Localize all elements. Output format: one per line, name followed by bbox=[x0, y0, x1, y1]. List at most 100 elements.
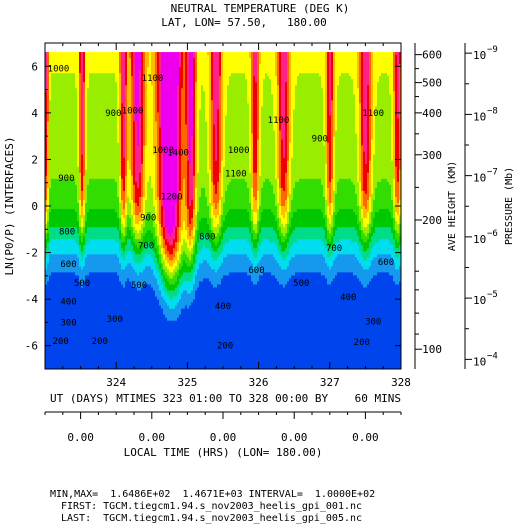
field-cell bbox=[187, 94, 190, 98]
field-cell bbox=[143, 121, 146, 126]
field-cell bbox=[195, 245, 198, 249]
field-cell bbox=[141, 79, 144, 83]
field-cell bbox=[287, 209, 290, 213]
field-cell bbox=[83, 154, 86, 159]
field-cell bbox=[333, 112, 336, 117]
field-cell bbox=[147, 106, 154, 111]
field-cell bbox=[363, 166, 370, 171]
field-cell bbox=[223, 76, 230, 80]
field-cell bbox=[251, 85, 254, 89]
field-cell bbox=[85, 94, 88, 98]
field-cell bbox=[81, 145, 84, 150]
field-cell bbox=[399, 209, 401, 213]
field-cell bbox=[189, 163, 194, 168]
field-cell bbox=[277, 193, 280, 198]
field-cell bbox=[119, 55, 122, 59]
field-cell bbox=[261, 199, 276, 204]
field-cell bbox=[225, 130, 250, 135]
field-cell bbox=[177, 91, 180, 95]
field-cell bbox=[373, 100, 378, 104]
field-cell bbox=[269, 239, 280, 243]
field-cell bbox=[211, 79, 214, 83]
field-cell bbox=[359, 127, 362, 132]
field-cell bbox=[47, 127, 50, 132]
field-cell bbox=[289, 160, 292, 165]
field-cell bbox=[47, 67, 50, 71]
field-cell bbox=[393, 209, 396, 213]
field-cell bbox=[361, 64, 364, 68]
field-cell bbox=[157, 224, 160, 228]
field-cell bbox=[145, 175, 150, 180]
field-cell bbox=[375, 151, 392, 156]
field-cell bbox=[371, 130, 374, 135]
field-cell bbox=[211, 212, 214, 216]
field-cell bbox=[87, 103, 118, 107]
field-cell bbox=[259, 127, 262, 132]
field-cell bbox=[259, 212, 262, 216]
field-cell bbox=[141, 193, 144, 198]
field-cell bbox=[189, 199, 192, 204]
field-cell bbox=[393, 169, 396, 174]
field-cell bbox=[263, 97, 274, 101]
field-cell bbox=[249, 154, 252, 159]
field-cell bbox=[165, 248, 168, 252]
field-cell bbox=[261, 121, 274, 126]
field-cell bbox=[259, 218, 262, 222]
field-cell bbox=[119, 178, 122, 183]
field-cell bbox=[219, 79, 222, 83]
field-cell bbox=[325, 79, 328, 83]
field-cell bbox=[291, 103, 296, 107]
field-cell bbox=[127, 175, 132, 180]
field-cell bbox=[157, 160, 160, 165]
field-cell bbox=[81, 172, 84, 177]
field-cell bbox=[199, 157, 208, 162]
field-cell bbox=[135, 55, 142, 59]
field-cell bbox=[185, 251, 194, 255]
field-cell bbox=[125, 154, 128, 159]
field-cell bbox=[197, 112, 200, 117]
field-cell bbox=[81, 106, 84, 111]
field-cell bbox=[359, 215, 362, 219]
field-cell bbox=[363, 218, 370, 222]
field-cell bbox=[253, 91, 258, 95]
field-cell bbox=[119, 160, 122, 165]
field-cell bbox=[185, 58, 188, 62]
field-cell bbox=[121, 172, 126, 177]
field-cell bbox=[159, 142, 162, 147]
field-cell bbox=[223, 64, 252, 68]
field-cell bbox=[331, 172, 334, 177]
field-cell bbox=[185, 196, 188, 201]
field-cell bbox=[219, 236, 224, 240]
field-cell bbox=[195, 76, 198, 80]
field-cell bbox=[163, 187, 178, 192]
field-cell bbox=[289, 85, 292, 89]
field-cell bbox=[133, 124, 136, 129]
field-cell bbox=[289, 64, 292, 68]
field-cell bbox=[197, 79, 210, 83]
field-cell bbox=[223, 187, 228, 192]
field-cell bbox=[139, 142, 142, 147]
field-cell bbox=[141, 154, 144, 159]
field-cell bbox=[257, 124, 260, 129]
field-cell bbox=[369, 172, 372, 177]
field-cell bbox=[185, 181, 188, 186]
field-cell bbox=[287, 215, 290, 219]
field-cell bbox=[323, 187, 326, 192]
field-cell bbox=[131, 100, 134, 104]
field-cell bbox=[289, 157, 292, 162]
field-cell bbox=[335, 245, 360, 249]
field-cell bbox=[275, 55, 278, 59]
field-cell bbox=[81, 139, 84, 144]
field-cell bbox=[45, 239, 50, 243]
field-cell bbox=[81, 97, 84, 101]
field-cell bbox=[181, 206, 188, 210]
field-cell bbox=[395, 133, 400, 138]
field-cell bbox=[399, 130, 401, 135]
field-cell bbox=[227, 187, 250, 192]
field-cell bbox=[47, 76, 50, 80]
field-cell bbox=[287, 76, 290, 80]
field-cell bbox=[197, 172, 210, 177]
field-cell bbox=[251, 103, 254, 107]
field-cell bbox=[145, 70, 148, 74]
field-cell bbox=[369, 91, 372, 95]
